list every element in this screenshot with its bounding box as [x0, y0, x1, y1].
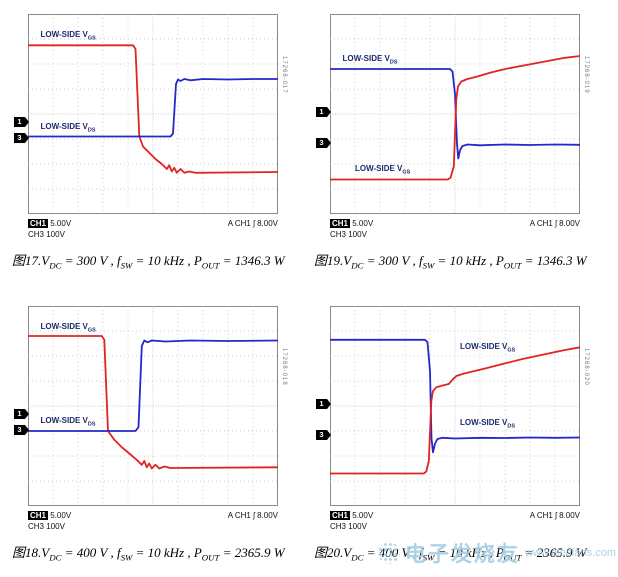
- figure-panel-18: CH1 5.00V A CH1 ʃ 8.00V CH3 100V 17268-0…: [12, 300, 314, 577]
- watermark-site: www.elecfans.com: [524, 547, 616, 559]
- figure-caption: 图19.VDC = 300 V , fSW = 10 kHz , POUT = …: [314, 253, 587, 271]
- trace-label: LOW-SIDE VDS: [40, 122, 96, 134]
- trace-label: LOW-SIDE VGS: [40, 322, 96, 334]
- figure-panel-20: CH1 5.00V A CH1 ʃ 8.00V CH3 100V 17268-0…: [314, 300, 616, 577]
- figure-panel-19: CH1 5.00V A CH1 ʃ 8.00V CH3 100V 17268-0…: [314, 8, 616, 300]
- trigger-readout: A CH1 ʃ 8.00V: [529, 219, 580, 228]
- ch1-scale: 5.00V: [352, 219, 374, 228]
- figure-code: 17268-020: [583, 348, 589, 386]
- channel-3-marker: 3: [316, 137, 331, 148]
- ch1-readout: CH1 5.00V: [28, 510, 71, 521]
- trigger-readout: A CH1 ʃ 8.00V: [227, 219, 278, 228]
- scope-status-bar: CH1 5.00V A CH1 ʃ 8.00V CH3 100V: [330, 510, 580, 532]
- ch1-scale: 5.00V: [352, 511, 374, 520]
- figure-code: 17268-017: [281, 56, 287, 94]
- trigger-readout: A CH1 ʃ 8.00V: [227, 511, 278, 520]
- channel-1-marker: 1: [14, 408, 29, 419]
- channel-3-marker: 3: [14, 132, 29, 143]
- channel-1-marker: 1: [14, 116, 29, 127]
- figure-caption: 图18.VDC = 400 V , fSW = 10 kHz , POUT = …: [12, 545, 285, 563]
- oscilloscope-screenshot: CH1 5.00V A CH1 ʃ 8.00V CH3 100V 17268-0…: [12, 300, 294, 534]
- trace-label: LOW-SIDE VDS: [342, 54, 398, 66]
- trace-label: LOW-SIDE VDS: [460, 418, 515, 430]
- channel-3-marker: 3: [14, 424, 29, 435]
- ch1-scale: 5.00V: [50, 511, 72, 520]
- trigger-readout: A CH1 ʃ 8.00V: [529, 511, 580, 520]
- ch3-scale: CH3 100V: [28, 522, 65, 531]
- ch1-badge: CH1: [330, 511, 351, 520]
- trace-label: LOW-SIDE VGS: [355, 164, 411, 176]
- ch1-readout: CH1 5.00V: [28, 218, 71, 229]
- figure-caption: 图20.VDC = 400 V , fSW = 10 kHz , POUT = …: [314, 545, 587, 563]
- elecfans-logo-icon: [377, 542, 400, 564]
- channel-3-marker: 3: [316, 429, 331, 440]
- elecfans-watermark: 电子发烧友 www.elecfans.com: [377, 538, 616, 568]
- scope-status-bar: CH1 5.00V A CH1 ʃ 8.00V CH3 100V: [28, 510, 278, 532]
- scope-status-bar: CH1 5.00V A CH1 ʃ 8.00V CH3 100V: [330, 218, 580, 240]
- waveform-plot: [330, 306, 580, 506]
- ch1-readout: CH1 5.00V: [330, 218, 373, 229]
- figure-panel-17: CH1 5.00V A CH1 ʃ 8.00V CH3 100V 17268-0…: [12, 8, 314, 300]
- oscilloscope-screenshot: CH1 5.00V A CH1 ʃ 8.00V CH3 100V 17268-0…: [12, 8, 294, 242]
- waveform-plot: [330, 14, 580, 214]
- figure-code: 17268-018: [281, 348, 287, 386]
- trace-label: LOW-SIDE VGS: [460, 342, 516, 354]
- figure-caption: 图17.VDC = 300 V , fSW = 10 kHz , POUT = …: [12, 253, 285, 271]
- ch3-scale: CH3 100V: [330, 230, 367, 239]
- scope-status-bar: CH1 5.00V A CH1 ʃ 8.00V CH3 100V: [28, 218, 278, 240]
- waveform-plot: [28, 14, 278, 214]
- ch1-badge: CH1: [28, 219, 49, 228]
- ch1-scale: 5.00V: [50, 219, 72, 228]
- figure-code: 17268-019: [583, 56, 589, 94]
- ch1-readout: CH1 5.00V: [330, 510, 373, 521]
- oscilloscope-screenshot: CH1 5.00V A CH1 ʃ 8.00V CH3 100V 17268-0…: [314, 8, 596, 242]
- oscilloscope-screenshot: CH1 5.00V A CH1 ʃ 8.00V CH3 100V 17268-0…: [314, 300, 596, 534]
- ch1-badge: CH1: [330, 219, 351, 228]
- watermark-text: 电子发烧友: [404, 543, 520, 566]
- waveform-plot: [28, 306, 278, 506]
- trace-label: LOW-SIDE VGS: [40, 30, 96, 42]
- channel-1-marker: 1: [316, 398, 331, 409]
- channel-1-marker: 1: [316, 106, 331, 117]
- ch1-badge: CH1: [28, 511, 49, 520]
- ch3-scale: CH3 100V: [28, 230, 65, 239]
- ch3-scale: CH3 100V: [330, 522, 367, 531]
- trace-label: LOW-SIDE VDS: [40, 416, 96, 428]
